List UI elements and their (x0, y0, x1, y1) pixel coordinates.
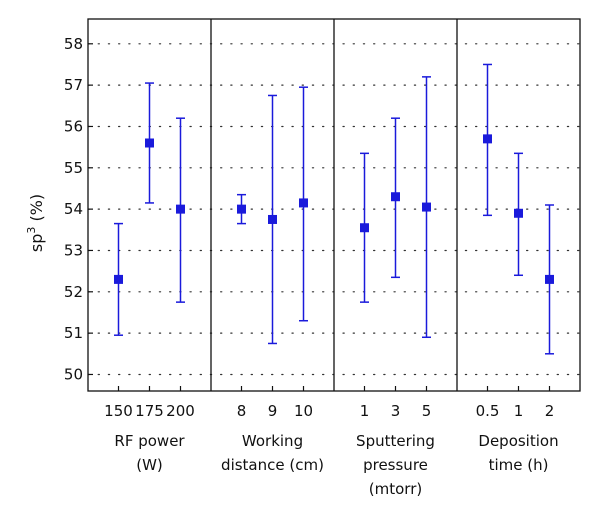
data-point (268, 214, 277, 224)
panel: 8 9 10 Working distance (cm) (221, 86, 324, 474)
y-axis-label-rest: (%) (27, 194, 46, 227)
data-point (299, 198, 308, 208)
x-tick-label: 175 (135, 402, 164, 420)
y-tick-label: 57 (64, 76, 83, 94)
plot-frame (87, 18, 581, 392)
y-axis-label-sup: 3 (25, 227, 38, 234)
panel-label: pressure (363, 456, 428, 474)
y-tick-label: 56 (64, 117, 83, 135)
data-point (145, 138, 154, 148)
x-tick-label: 1 (514, 402, 524, 420)
data-point (360, 223, 369, 233)
y-tick-label: 58 (64, 35, 83, 53)
x-tick-label: 3 (391, 402, 401, 420)
x-tick-label: 10 (294, 402, 313, 420)
data-point (176, 204, 185, 214)
y-tick-label: 50 (64, 365, 83, 383)
x-tick-label: 1 (360, 402, 370, 420)
data-point (514, 208, 523, 218)
panel-label: Deposition (478, 432, 558, 450)
data-point (545, 274, 554, 284)
y-axis: 50 51 52 53 54 55 56 57 58 (64, 35, 93, 383)
x-tick-label: 200 (166, 402, 195, 420)
panel: 1 3 5 Sputtering pressure (mtorr) (356, 76, 435, 498)
panel-label: (mtorr) (369, 480, 422, 498)
data-point (391, 192, 400, 202)
panel: 0.5 1 2 Deposition time (h) (476, 63, 559, 474)
x-tick-label: 8 (237, 402, 247, 420)
y-tick-label: 53 (64, 241, 83, 259)
x-tick-label: 0.5 (476, 402, 500, 420)
data-point (114, 274, 123, 284)
x-tick-label: 2 (545, 402, 555, 420)
x-tick-label: 150 (104, 402, 133, 420)
x-tick-label: 5 (422, 402, 432, 420)
panel-label: (W) (136, 456, 163, 474)
panel-label: distance (cm) (221, 456, 324, 474)
panel-label: Sputtering (356, 432, 435, 450)
panel-label: RF power (114, 432, 185, 450)
panel: 150 175 200 RF power (W) (104, 82, 195, 474)
y-axis-label-base: sp (27, 234, 46, 253)
panel-label: time (h) (489, 456, 549, 474)
panels: 150 175 200 RF power (W) 8 9 10 Working distance … (104, 63, 559, 498)
panel-label: Working (242, 432, 303, 450)
y-tick-label: 54 (64, 200, 83, 218)
data-point (237, 204, 246, 214)
data-point (422, 202, 431, 212)
data-point (483, 134, 492, 144)
y-tick-label: 51 (64, 324, 83, 342)
y-tick-label: 55 (64, 159, 83, 177)
x-tick-label: 9 (268, 402, 278, 420)
y-axis-label: sp3 (%) (25, 194, 46, 252)
y-tick-label: 52 (64, 283, 83, 301)
